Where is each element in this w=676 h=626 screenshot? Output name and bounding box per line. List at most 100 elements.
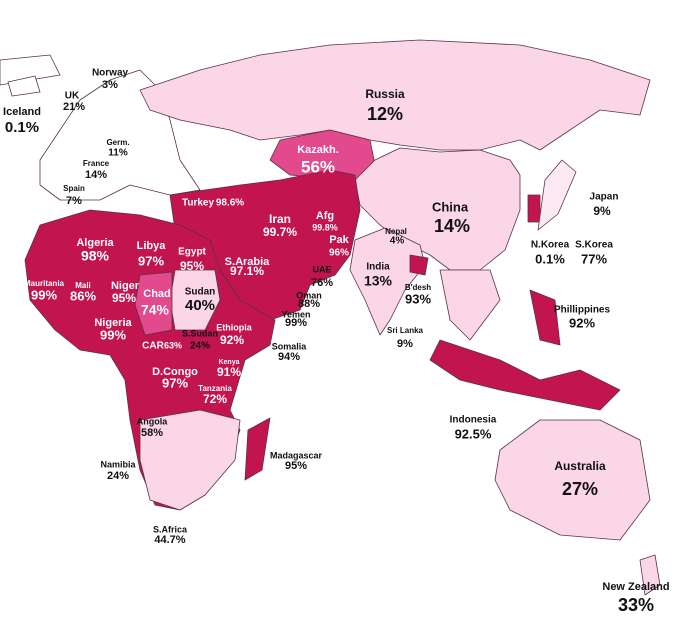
region-name: Libya (137, 240, 167, 252)
region-value: 14% (434, 216, 470, 236)
region-name: Madagascar (270, 450, 323, 460)
southern-africa (139, 409, 241, 511)
new-zealand (639, 554, 661, 596)
region-name: Kenya (218, 359, 239, 366)
greenland (0, 54, 61, 86)
region-name: Somalia (272, 341, 308, 351)
region-name: Oman (296, 290, 322, 300)
philippines (529, 289, 561, 346)
region-value: 99.8% (312, 222, 338, 232)
iceland (7, 75, 41, 97)
region-name: Australia (554, 459, 606, 473)
madagascar (244, 417, 271, 481)
region-name: Phillippines (554, 305, 611, 316)
region-value: 9% (593, 204, 611, 218)
region-name: Namibia (100, 459, 136, 469)
indonesia (429, 339, 621, 411)
region-value: 96% (329, 248, 349, 259)
region-value: 98% (81, 248, 110, 264)
region-name: Spain (63, 184, 85, 193)
region-name: B'desh (405, 283, 431, 292)
region-value: 95% (180, 259, 204, 273)
australia (494, 419, 651, 541)
region-value: 0.1% (535, 251, 565, 266)
region-value: 4% (390, 236, 405, 247)
region-value: 97% (138, 253, 164, 268)
region-value: 11% (108, 148, 128, 159)
region-name: Norway (92, 68, 129, 79)
region-name: Germ. (106, 138, 129, 147)
region-value: 76% (311, 277, 333, 289)
bangladesh (409, 254, 429, 276)
region-value: 95% (285, 460, 307, 472)
region-name: Algeria (76, 237, 114, 249)
japan (537, 159, 577, 231)
region-name: Chad (143, 288, 171, 300)
region-name: France (83, 159, 110, 168)
region-value: 91% (217, 365, 241, 379)
labels: Iceland0.1%UK21%Norway3%Germ.11%France14… (3, 68, 670, 615)
region-name: Russia (365, 87, 405, 101)
region-value: 7% (66, 195, 82, 207)
region-value: 27% (562, 479, 598, 499)
region-name: D.Congo (152, 366, 198, 378)
region-value: 9% (397, 338, 413, 350)
region-value: 93% (405, 291, 431, 306)
region-value: 13% (364, 273, 393, 289)
region-name: Kazakh. (297, 144, 339, 156)
region-value: 21% (63, 101, 85, 113)
region-name: Pak (329, 234, 349, 246)
region-value: 33% (618, 595, 654, 615)
region-value: 99.7% (263, 225, 297, 239)
region-name: Egypt (178, 247, 206, 258)
region-name: Iran (269, 212, 291, 226)
region-value: 74% (141, 302, 170, 318)
region-name: Mauritania (24, 279, 65, 288)
region-value: 56% (301, 157, 335, 176)
region-value: 63% (164, 340, 182, 350)
region-name: Niger (111, 280, 140, 292)
region-value: 99% (100, 327, 126, 342)
region-name: S.Africa (153, 524, 188, 534)
region-value: 58% (141, 427, 163, 439)
region-value: 77% (581, 251, 607, 266)
region-value: 72% (203, 392, 227, 406)
region-name: India (366, 262, 390, 273)
region-value: 88% (298, 298, 320, 310)
region-name: S.Sudan (182, 328, 218, 338)
region-value: 97.1% (230, 264, 264, 278)
region-value: 95% (112, 291, 136, 305)
region-name: Sudan (185, 287, 216, 298)
region-name: Ethiopia (216, 322, 252, 332)
region-name: UAE (312, 264, 331, 274)
region-name: Mali (75, 281, 91, 290)
region-value: 14% (85, 169, 107, 181)
region-value: 86% (70, 288, 96, 303)
region-name: New Zealand (602, 581, 669, 593)
land-shapes (0, 39, 661, 596)
region-name: N.Korea (531, 240, 570, 251)
region-value: 12% (367, 104, 403, 124)
region-name: Nigeria (94, 317, 132, 329)
region-value: 92% (569, 315, 595, 330)
india (349, 227, 426, 336)
region-name: China (432, 199, 469, 214)
korea (527, 194, 541, 223)
region-name: Yemen (281, 309, 310, 319)
chad (134, 271, 173, 336)
region-value: 94% (278, 351, 300, 363)
region-name: Indonesia (450, 415, 497, 426)
region-name: UK (65, 91, 80, 102)
region-name: Tanzania (198, 384, 232, 393)
region-value: 0.1% (5, 119, 39, 136)
region-name: Sri Lanka (387, 326, 424, 335)
region-value: 3% (102, 79, 118, 91)
region-name: Turkey (182, 198, 214, 209)
region-name: Angola (137, 416, 168, 426)
region-value: 40% (185, 297, 215, 314)
region-name: Afg (316, 210, 334, 222)
region-name: S.Arabia (225, 256, 271, 268)
region-name: Japan (590, 192, 619, 203)
